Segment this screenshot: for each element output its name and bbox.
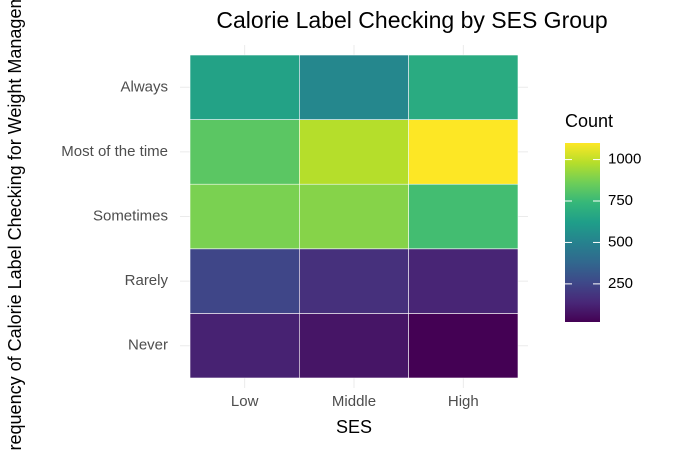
heatmap-cell [189,183,300,250]
heatmap-cell [299,248,409,314]
y-axis-title: Frequency of Calorie Label Checking for … [5,0,25,450]
heatmap-cell [408,119,519,185]
heatmap-cell [299,54,409,120]
y-tick-label: Sometimes [93,207,168,224]
colorbar-tick-label: 750 [608,192,633,209]
heatmap-cell [299,313,409,379]
colorbar [565,143,600,322]
colorbar-tick-label: 250 [608,275,633,292]
x-axis-title: SES [336,417,372,437]
heatmap-cell [408,183,519,250]
x-tick-label: High [448,393,479,410]
x-tick-label: Middle [332,393,376,410]
colorbar-tick-label: 500 [608,233,633,250]
heatmap-cell [189,54,300,120]
legend-title: Count [565,111,613,131]
y-tick-label: Never [128,337,168,354]
x-tick-label: Low [231,393,259,410]
heatmap-cell [408,313,519,379]
heatmap-cell [189,119,300,185]
y-tick-label: Rarely [125,272,169,289]
chart-title: Calorie Label Checking by SES Group [216,7,607,33]
heatmap-cell [299,183,409,250]
heatmap-cell [408,54,519,120]
y-tick-label: Always [120,78,168,95]
y-tick-label: Most of the time [61,143,168,160]
heatmap-cell [189,248,300,314]
heatmap-cell [299,119,409,185]
colorbar-tick-label: 1000 [608,151,641,168]
heatmap-cell [189,313,300,379]
heatmap-cell [408,248,519,314]
